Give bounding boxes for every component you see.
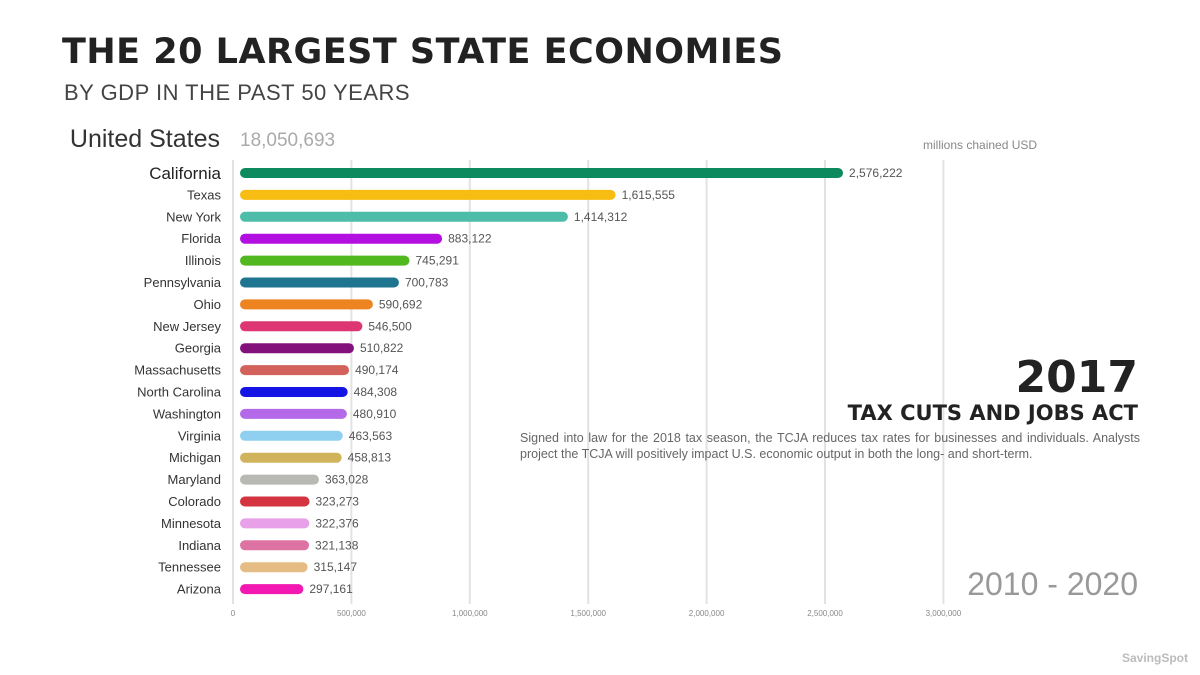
- category-label: New York: [166, 209, 221, 224]
- category-label: Texas: [187, 187, 221, 202]
- category-label: Tennessee: [158, 560, 221, 575]
- category-label: Minnesota: [161, 516, 222, 531]
- value-label: 480,910: [353, 407, 397, 421]
- category-label: Arizona: [177, 582, 222, 597]
- category-label: Indiana: [178, 538, 221, 553]
- category-label: Maryland: [168, 472, 221, 487]
- value-label: 297,161: [309, 582, 353, 596]
- x-tick-label: 2,500,000: [807, 609, 843, 618]
- value-label: 363,028: [325, 473, 369, 487]
- value-label: 484,308: [354, 385, 398, 399]
- country-total: 18,050,693: [240, 130, 336, 151]
- value-label: 2,576,222: [849, 166, 903, 180]
- category-label: Georgia: [175, 341, 222, 356]
- x-tick-label: 1,000,000: [452, 609, 488, 618]
- category-label: Michigan: [169, 450, 221, 465]
- value-label: 315,147: [314, 560, 358, 574]
- event-year: 2017: [1015, 352, 1138, 403]
- x-tick-label: 1,500,000: [570, 609, 606, 618]
- value-label: 700,783: [405, 276, 449, 290]
- category-label: Ohio: [194, 297, 221, 312]
- event-description: Signed into law for the 2018 tax season,…: [520, 431, 1140, 461]
- value-label: 546,500: [368, 319, 412, 333]
- chart-subtitle: BY GDP IN THE PAST 50 YEARS: [64, 80, 411, 105]
- value-label: 745,291: [415, 254, 459, 268]
- x-tick-label: 3,000,000: [926, 609, 962, 618]
- value-label: 463,563: [349, 429, 393, 443]
- value-label: 321,138: [315, 538, 359, 552]
- value-label: 1,414,312: [574, 210, 628, 224]
- x-tick-label: 500,000: [337, 609, 366, 618]
- chart-title: THE 20 LARGEST STATE ECONOMIES: [62, 32, 784, 72]
- category-label: Colorado: [168, 494, 221, 509]
- category-label: California: [149, 164, 221, 183]
- value-label: 323,273: [316, 495, 360, 509]
- value-label: 458,813: [348, 451, 392, 465]
- country-label: United States: [69, 125, 220, 153]
- value-label: 510,822: [360, 341, 404, 355]
- value-label: 1,615,555: [622, 188, 676, 202]
- category-label: Pennsylvania: [144, 275, 222, 290]
- category-label: North Carolina: [137, 385, 222, 400]
- category-label: Florida: [181, 231, 222, 246]
- value-label: 590,692: [379, 297, 423, 311]
- category-label: Virginia: [178, 428, 222, 443]
- event-title: TAX CUTS AND JOBS ACT: [847, 401, 1138, 425]
- value-label: 883,122: [448, 232, 492, 246]
- units-label: millions chained USD: [923, 138, 1038, 152]
- x-tick-label: 2,000,000: [689, 609, 725, 618]
- year-range: 2010 - 2020: [967, 566, 1138, 602]
- value-label: 490,174: [355, 363, 399, 377]
- value-label: 322,376: [315, 516, 359, 530]
- category-label: New Jersey: [153, 319, 221, 334]
- category-label: Washington: [153, 406, 221, 421]
- category-label: Massachusetts: [134, 363, 221, 378]
- category-label: Illinois: [185, 253, 222, 268]
- x-tick-label: 0: [231, 609, 236, 618]
- brand-logo: SavingSpot: [1121, 651, 1188, 665]
